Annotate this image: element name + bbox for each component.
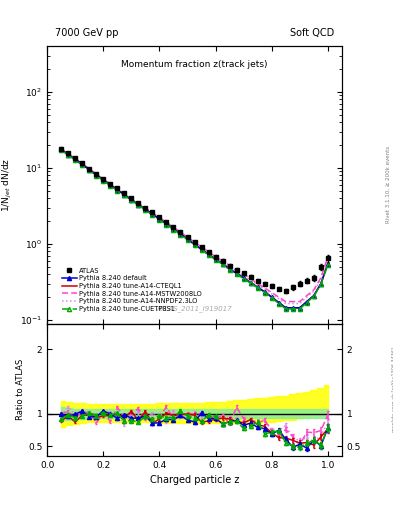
Legend: ATLAS, Pythia 8.240 default, Pythia 8.240 tune-A14-CTEQL1, Pythia 8.240 tune-A14: ATLAS, Pythia 8.240 default, Pythia 8.24… [59, 265, 205, 315]
Y-axis label: 1/N$_{jet}$ dN/dz: 1/N$_{jet}$ dN/dz [1, 158, 15, 212]
Y-axis label: mcplots.cern.ch [arXiv:1306.3436]: mcplots.cern.ch [arXiv:1306.3436] [392, 347, 393, 432]
Text: 7000 GeV pp: 7000 GeV pp [55, 28, 119, 38]
Y-axis label: Ratio to ATLAS: Ratio to ATLAS [16, 359, 25, 420]
X-axis label: Charged particle z: Charged particle z [150, 475, 239, 485]
Y-axis label: Rivet 3.1.10, ≥ 200k events: Rivet 3.1.10, ≥ 200k events [386, 146, 391, 223]
Text: Momentum fraction z(track jets): Momentum fraction z(track jets) [121, 60, 268, 69]
Text: ATLAS_2011_I919017: ATLAS_2011_I919017 [157, 306, 232, 312]
Text: Soft QCD: Soft QCD [290, 28, 334, 38]
